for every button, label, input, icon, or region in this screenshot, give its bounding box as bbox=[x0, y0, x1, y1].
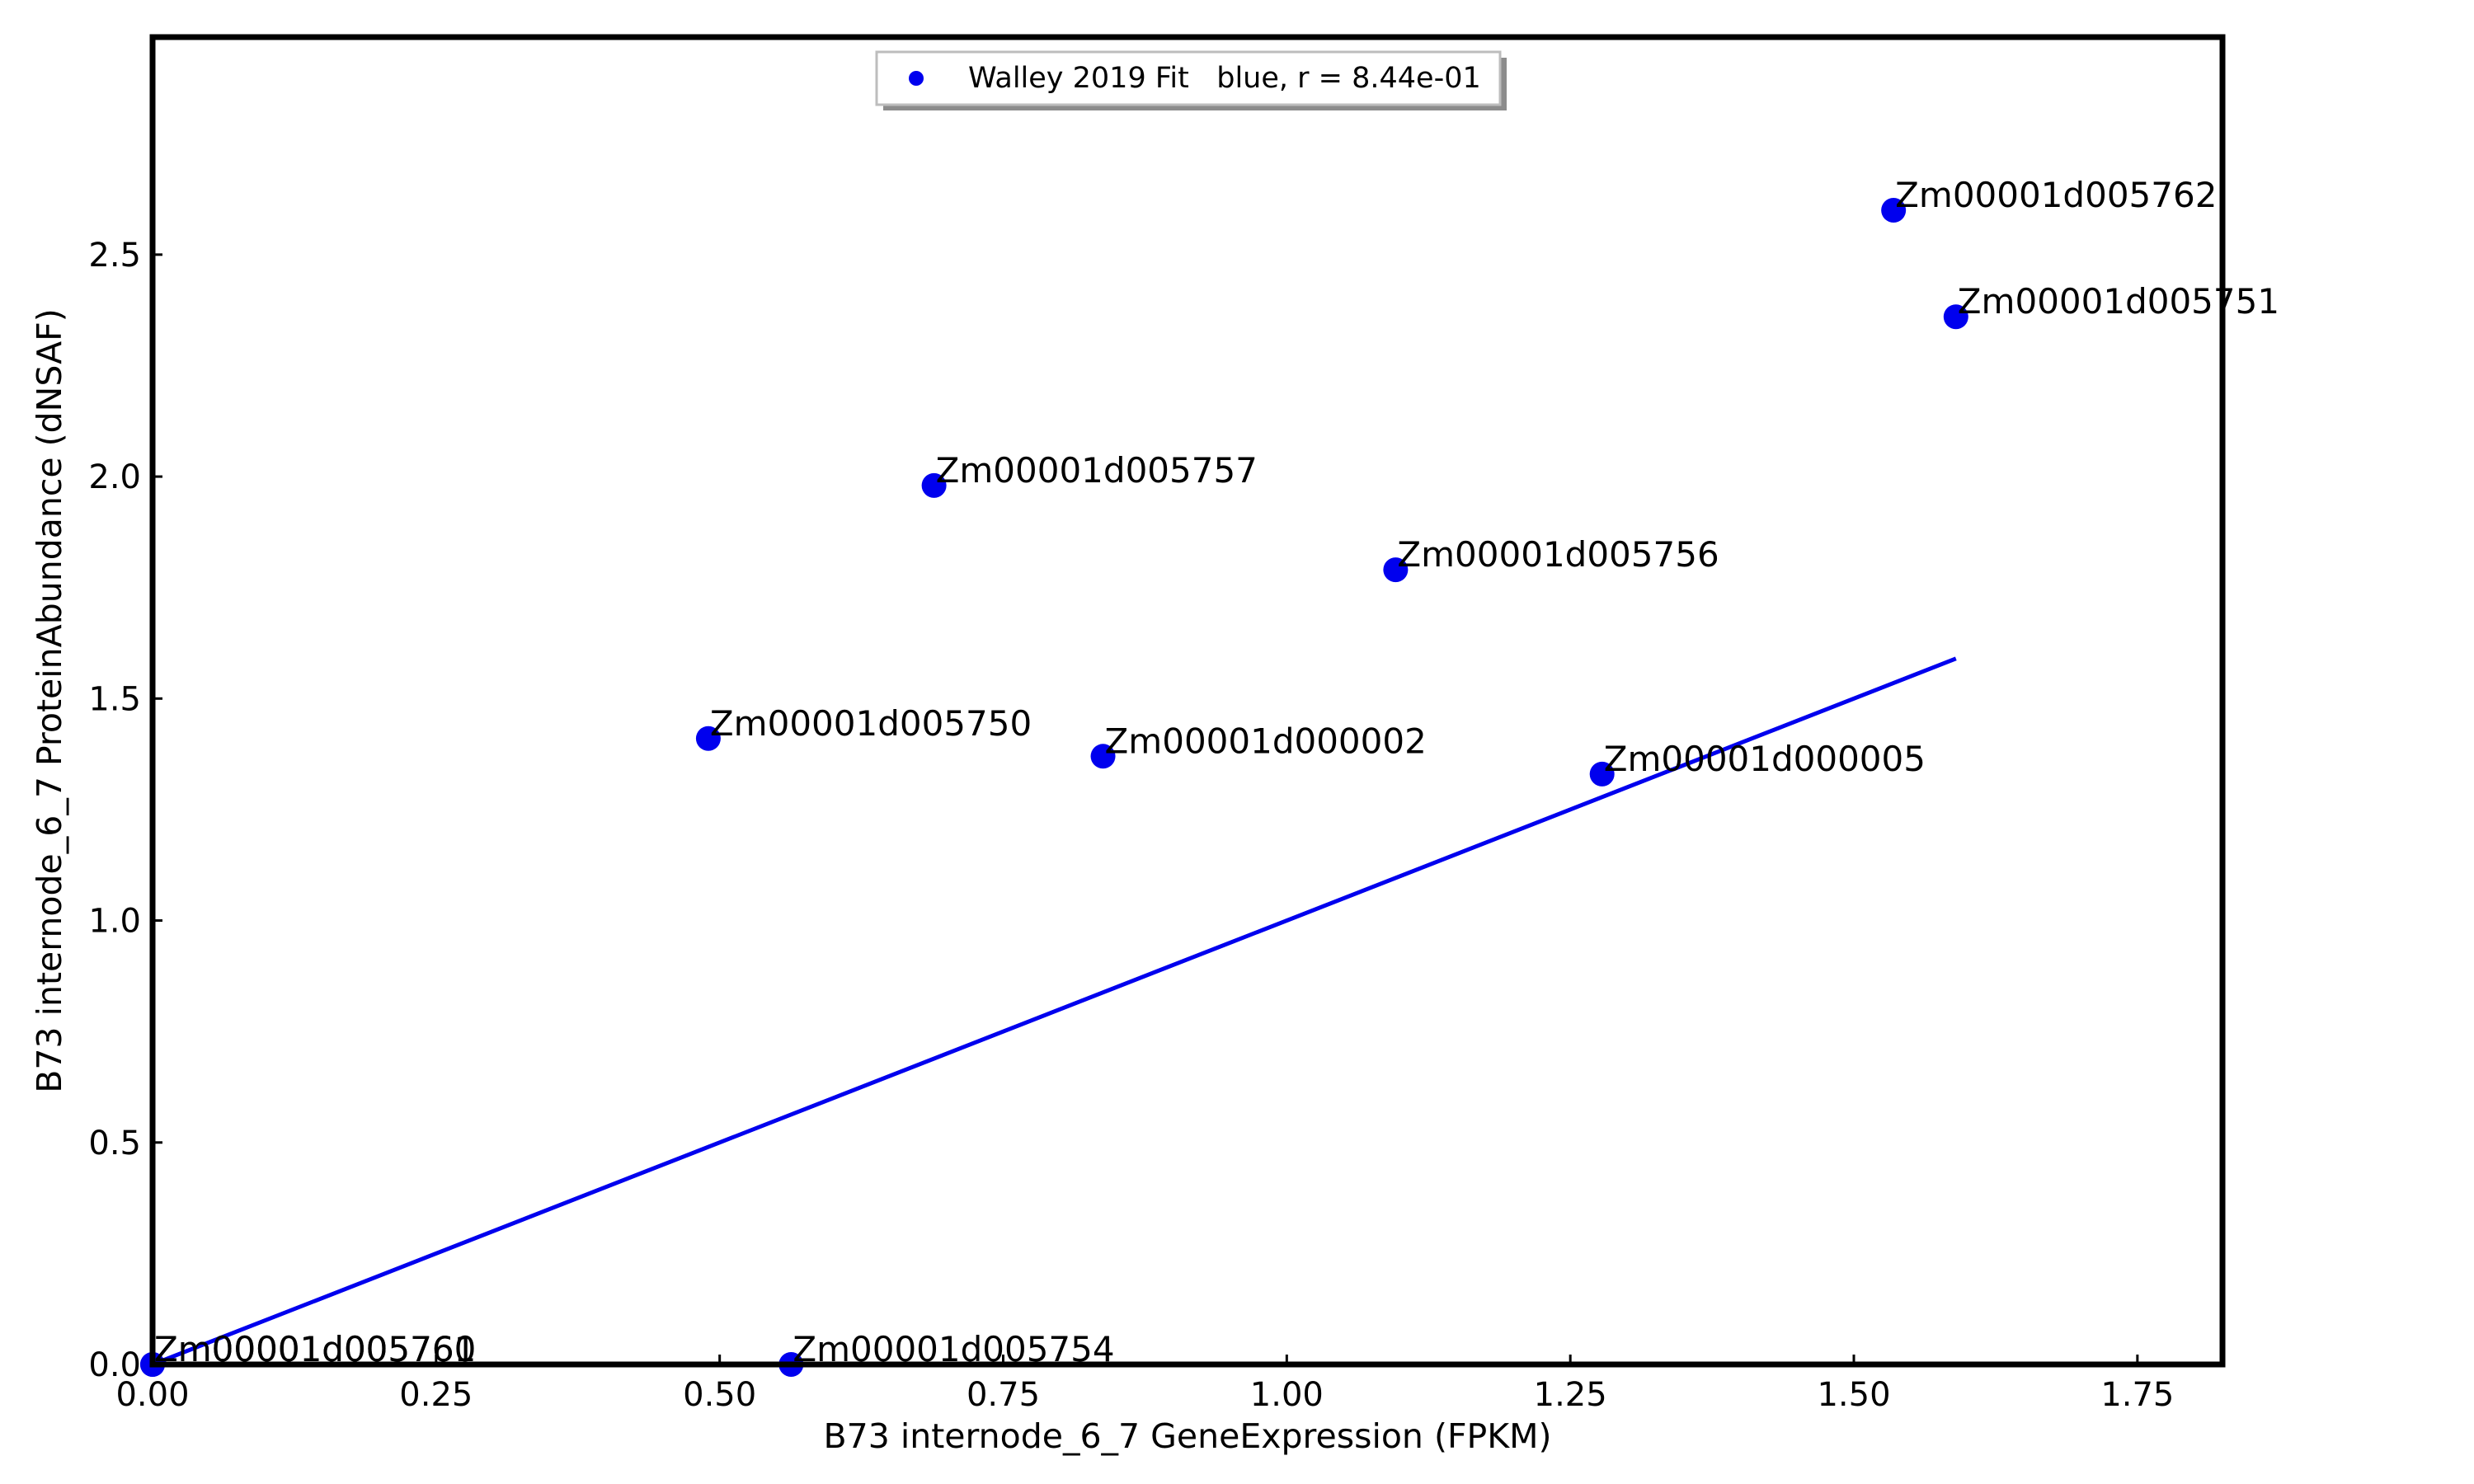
point-label: Zm00001d005750 bbox=[710, 703, 1032, 744]
y-axis-label: B73 internode_6_7 ProteinAbundance (dNSA… bbox=[30, 308, 69, 1092]
legend-marker bbox=[909, 71, 924, 86]
x-tick-label: 1.50 bbox=[1817, 1376, 1890, 1414]
y-tick-label: 2.0 bbox=[88, 458, 141, 496]
legend-box bbox=[875, 50, 1502, 106]
data-point bbox=[1090, 744, 1116, 769]
x-tick-label: 0.00 bbox=[115, 1376, 189, 1414]
legend-text: Walley 2019 Fit blue, r = 8.44e-01 bbox=[968, 62, 1481, 95]
x-tick-label: 1.75 bbox=[2100, 1376, 2174, 1414]
x-tick-label: 1.25 bbox=[1534, 1376, 1607, 1414]
data-point bbox=[695, 726, 721, 751]
y-axis-ticks: 0.0 0.5 1.0 1.5 2.0 2.5 bbox=[88, 237, 162, 1384]
point-label: Zm00001d005757 bbox=[936, 450, 1258, 491]
point-label: Zm00001d000005 bbox=[1604, 739, 1926, 779]
y-tick-label: 0.0 bbox=[88, 1346, 141, 1384]
data-point bbox=[1943, 304, 1968, 330]
data-point bbox=[1881, 198, 1907, 223]
point-label: Zm00001d000002 bbox=[1105, 721, 1427, 761]
fit-line bbox=[152, 656, 1957, 1367]
point-label: Zm00001d005751 bbox=[1958, 281, 2279, 322]
x-tick-label: 0.50 bbox=[683, 1376, 756, 1414]
fit-line-layer bbox=[152, 656, 1957, 1367]
y-tick-label: 2.5 bbox=[88, 237, 141, 275]
plot-frame bbox=[149, 34, 2226, 1368]
x-tick-label: 0.25 bbox=[399, 1376, 473, 1414]
y-tick-label: 1.0 bbox=[88, 903, 141, 941]
data-point bbox=[1589, 761, 1615, 787]
x-tick-label: 1.00 bbox=[1250, 1376, 1324, 1414]
data-point bbox=[921, 472, 947, 498]
point-label: Zm00001d005762 bbox=[1895, 175, 2217, 215]
x-axis-label: B73 internode_6_7 GeneExpression (FPKM) bbox=[823, 1416, 1551, 1456]
y-tick-label: 1.5 bbox=[88, 680, 141, 718]
point-label: Zm00001d005756 bbox=[1397, 534, 1719, 575]
x-tick-label: 0.75 bbox=[967, 1376, 1040, 1414]
data-point bbox=[1383, 557, 1409, 583]
y-tick-label: 0.5 bbox=[88, 1125, 141, 1162]
legend: Walley 2019 Fit blue, r = 8.44e-01 bbox=[875, 50, 1507, 110]
x-axis-ticks: 0.00 0.25 0.50 0.75 1.00 1.25 1.50 1.75 bbox=[115, 1355, 2174, 1414]
